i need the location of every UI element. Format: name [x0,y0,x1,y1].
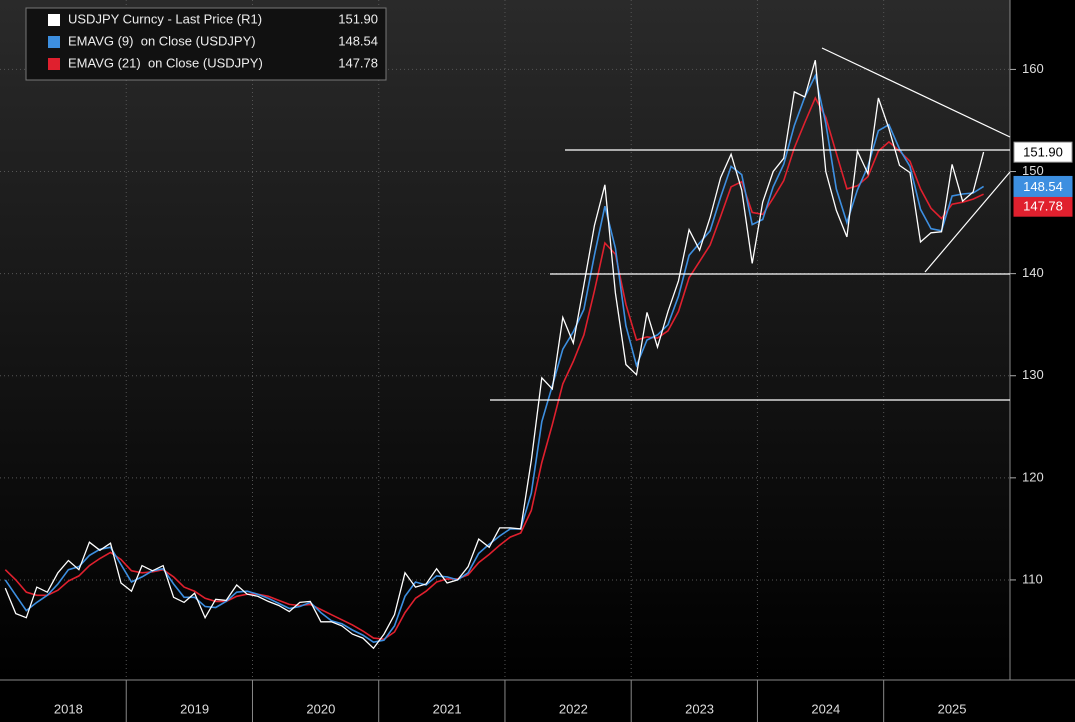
last-value-tag [1013,141,1073,163]
legend: USDJPY Curncy - Last Price (R1) 151.90 EMA… [25,7,387,81]
last-value-label: 147.78 [1023,199,1063,214]
x-tick-label: 2022 [559,701,588,716]
y-tick-label: 120 [1022,469,1044,484]
right-axis-area [1010,0,1075,722]
x-tick-label: 2021 [433,701,462,716]
series-layer [4,60,985,650]
series-line [4,60,985,650]
y-tick-label: 160 [1022,61,1044,76]
legend-swatch [48,14,60,26]
legend-label: USDJPY Curncy - Last Price (R1) [68,11,262,26]
y-tick-label: 150 [1022,163,1044,178]
trend-line [821,47,1011,138]
x-tick-label: 2024 [811,701,840,716]
legend-value: 151.90 [338,11,378,26]
legend-value: 147.78 [338,55,378,70]
last-value-label: 148.54 [1023,179,1063,194]
legend-swatch [48,58,60,70]
series-line [4,96,984,641]
x-tick-label: 2019 [180,701,209,716]
last-value-tag [1013,175,1073,197]
series-line [4,73,985,644]
legend-box [25,7,387,81]
trend-line [924,171,1011,273]
legend-label: EMAVG (9) on Close (USDJPY) [68,33,256,48]
x-tick-label: 2023 [685,701,714,716]
last-value-label: 151.90 [1023,145,1063,160]
axes: 110 120 130 140 150 160 2018 2019 2020 2021 2022 20… [54,61,1073,722]
y-tick-label: 130 [1022,367,1044,382]
trend-lines [490,47,1011,401]
x-tick-label: 2025 [938,701,967,716]
legend-swatch [48,36,60,48]
legend-value: 148.54 [338,33,378,48]
y-tick-label: 140 [1022,265,1044,280]
y-tick-label: 110 [1022,571,1043,586]
legend-label: EMAVG (21) on Close (USDJPY) [68,55,263,70]
x-tick-label: 2020 [306,701,335,716]
x-tick-label: 2018 [54,701,83,716]
